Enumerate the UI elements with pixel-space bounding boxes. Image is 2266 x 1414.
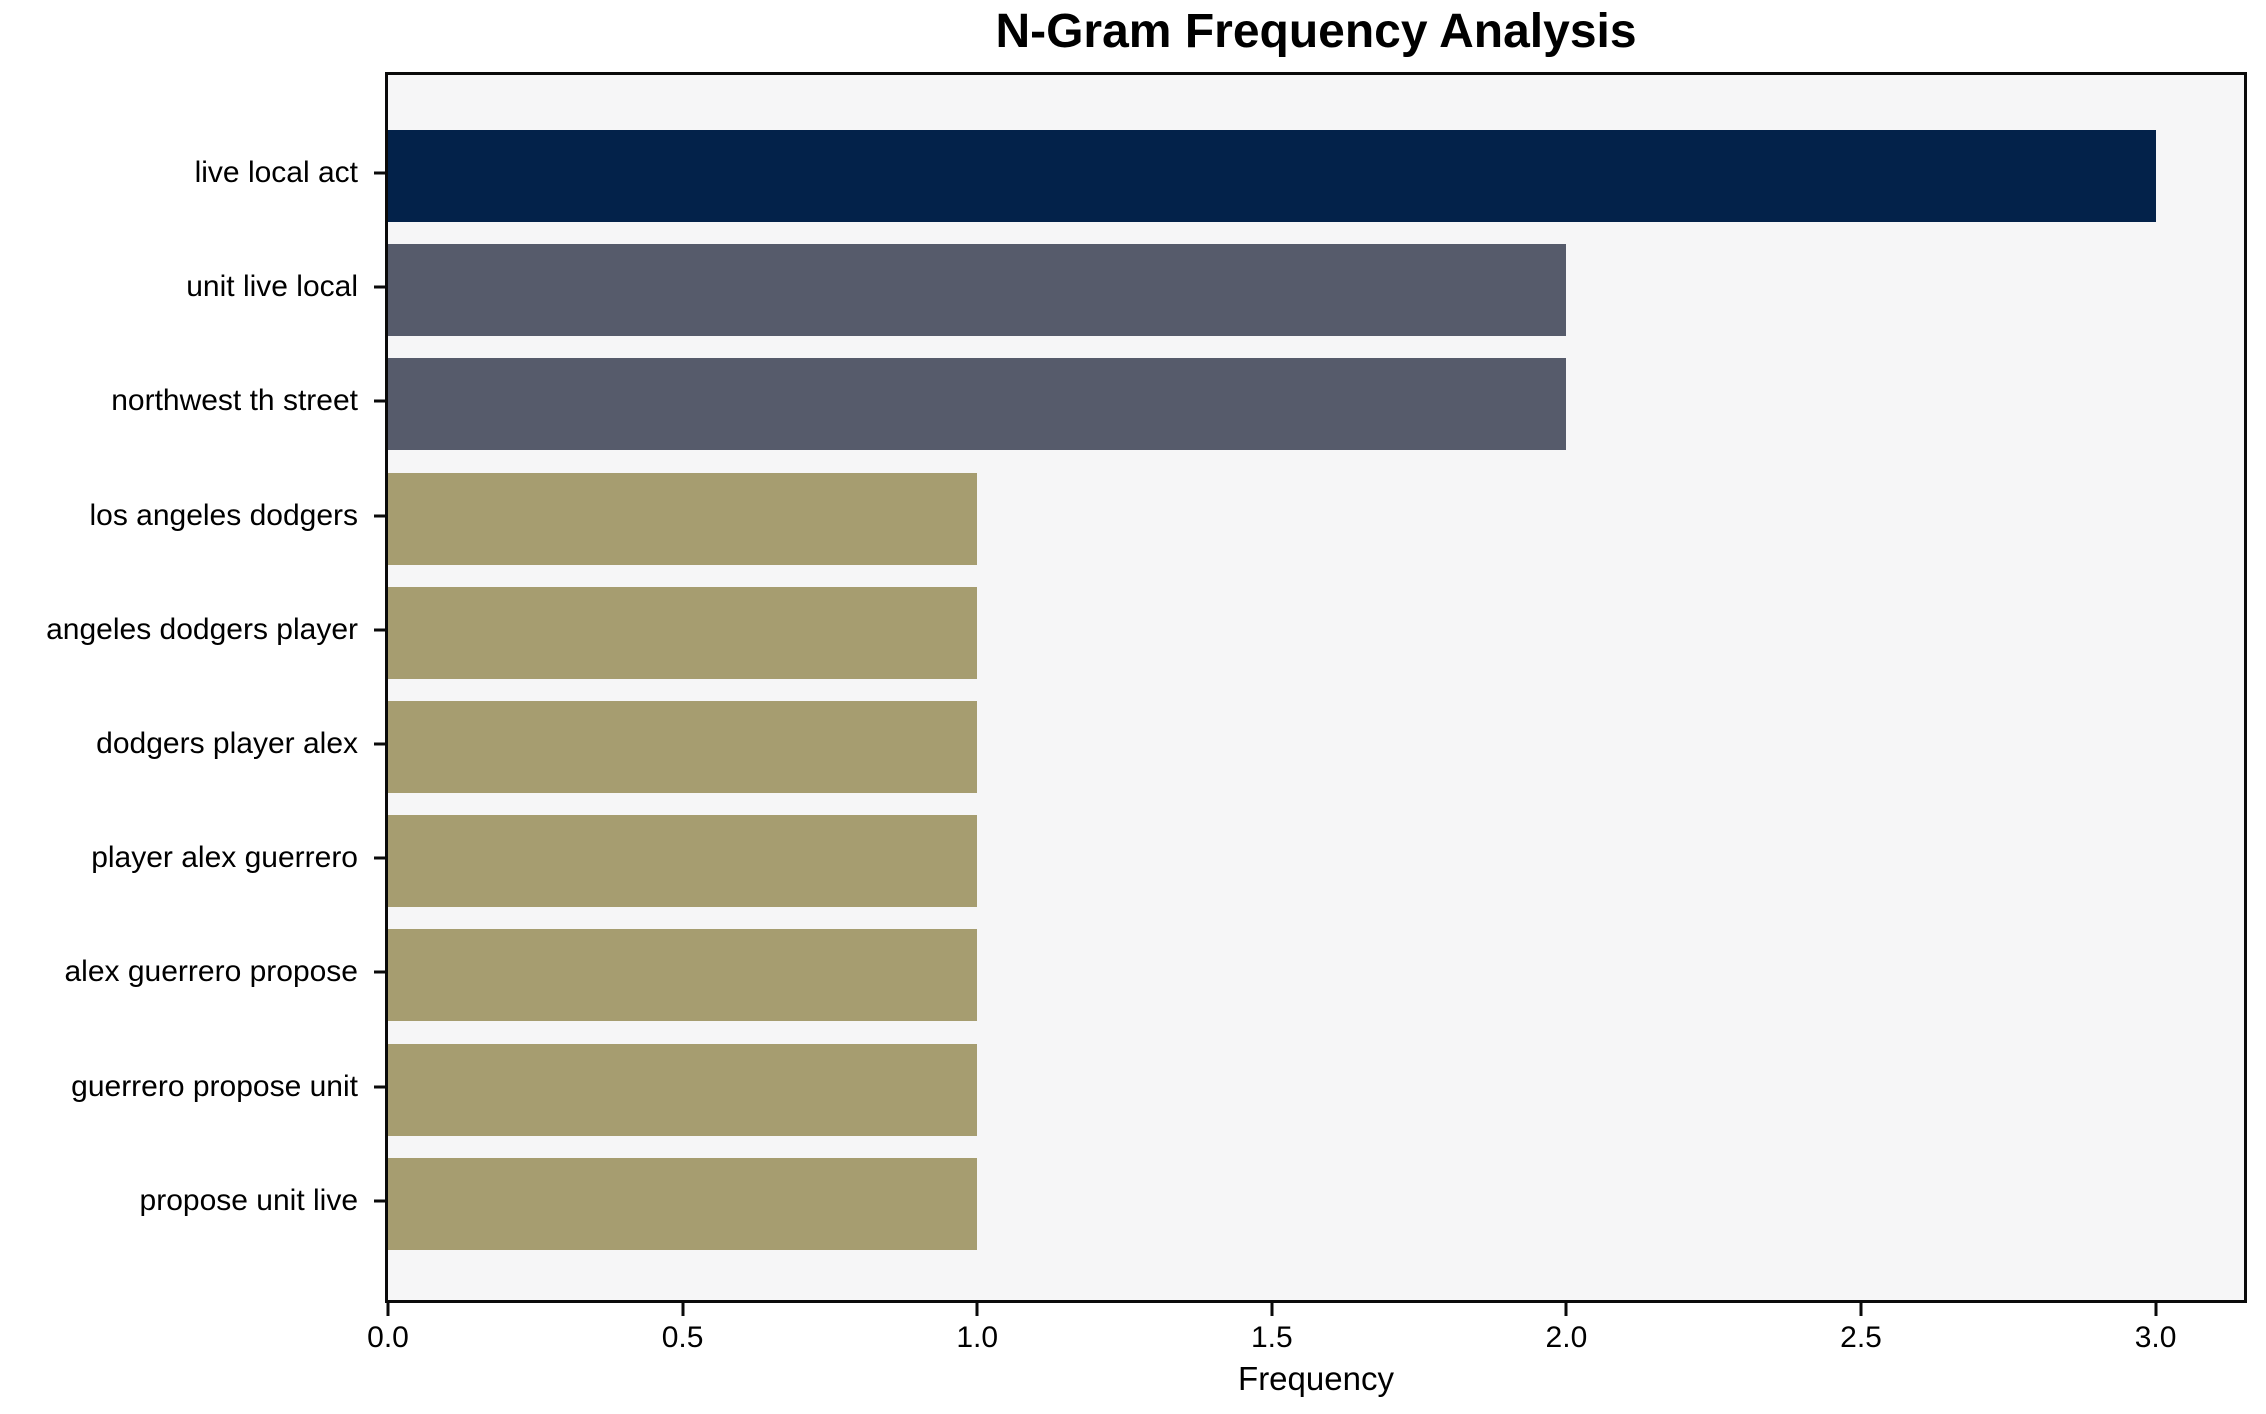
x-tick-mark bbox=[386, 1303, 390, 1316]
x-tick-mark bbox=[1859, 1303, 1863, 1316]
bar bbox=[388, 472, 978, 565]
y-tick-mark bbox=[374, 628, 386, 632]
x-tick-label: 1.0 bbox=[956, 1321, 999, 1354]
x-tick-mark bbox=[975, 1303, 979, 1316]
y-tick-label: angeles dodgers player bbox=[46, 612, 358, 646]
y-tick-label: dodgers player alex bbox=[96, 727, 358, 760]
y-tick-mark bbox=[374, 742, 386, 746]
y-tick-mark bbox=[374, 285, 386, 289]
y-tick-mark bbox=[374, 1199, 386, 1203]
bar bbox=[388, 1157, 978, 1250]
plot-area bbox=[385, 72, 2247, 1303]
y-tick-label: propose unit live bbox=[139, 1183, 358, 1217]
y-tick-label: los angeles dodgers bbox=[89, 498, 358, 532]
bar bbox=[388, 1043, 978, 1136]
y-tick-label: live local act bbox=[194, 156, 358, 189]
y-tick-mark bbox=[374, 856, 386, 860]
y-tick-label: player alex guerrero bbox=[91, 841, 358, 875]
x-tick-label: 0.5 bbox=[661, 1321, 704, 1354]
y-tick-mark bbox=[374, 171, 386, 175]
x-tick-label: 3.0 bbox=[2134, 1321, 2177, 1354]
y-tick-label: guerrero propose unit bbox=[71, 1069, 358, 1103]
x-tick-label: 1.5 bbox=[1250, 1321, 1293, 1354]
bar bbox=[388, 701, 978, 793]
y-axis-labels: live local act unit live local northwest t… bbox=[0, 72, 358, 1303]
bar bbox=[388, 815, 978, 908]
x-tick-label: 0.0 bbox=[367, 1321, 409, 1354]
bar bbox=[388, 244, 1567, 337]
bar bbox=[388, 929, 978, 1022]
x-tick-label: 2.0 bbox=[1545, 1321, 1588, 1354]
y-tick-label: unit live local bbox=[186, 270, 358, 304]
x-tick-mark bbox=[2154, 1303, 2158, 1316]
y-tick-mark bbox=[374, 514, 386, 518]
x-tick-mark bbox=[681, 1303, 685, 1316]
bar bbox=[388, 586, 978, 679]
x-tick-mark bbox=[1564, 1303, 1568, 1316]
x-axis-title: Frequency bbox=[1238, 1360, 1394, 1397]
bar bbox=[388, 358, 1567, 451]
chart-title: N-Gram Frequency Analysis bbox=[995, 5, 1637, 58]
y-tick-mark bbox=[374, 1085, 386, 1089]
bar bbox=[388, 130, 2156, 222]
x-tick-label: 2.5 bbox=[1840, 1321, 1882, 1354]
y-tick-mark bbox=[374, 970, 386, 974]
x-tick-mark bbox=[1270, 1303, 1274, 1316]
y-tick-label: alex guerrero propose bbox=[64, 955, 358, 989]
y-tick-label: northwest th street bbox=[111, 384, 358, 418]
x-axis: 0.0 0.5 1.0 1.5 2.0 2.5 3.0 bbox=[367, 1303, 2247, 1413]
y-tick-mark bbox=[374, 399, 386, 403]
